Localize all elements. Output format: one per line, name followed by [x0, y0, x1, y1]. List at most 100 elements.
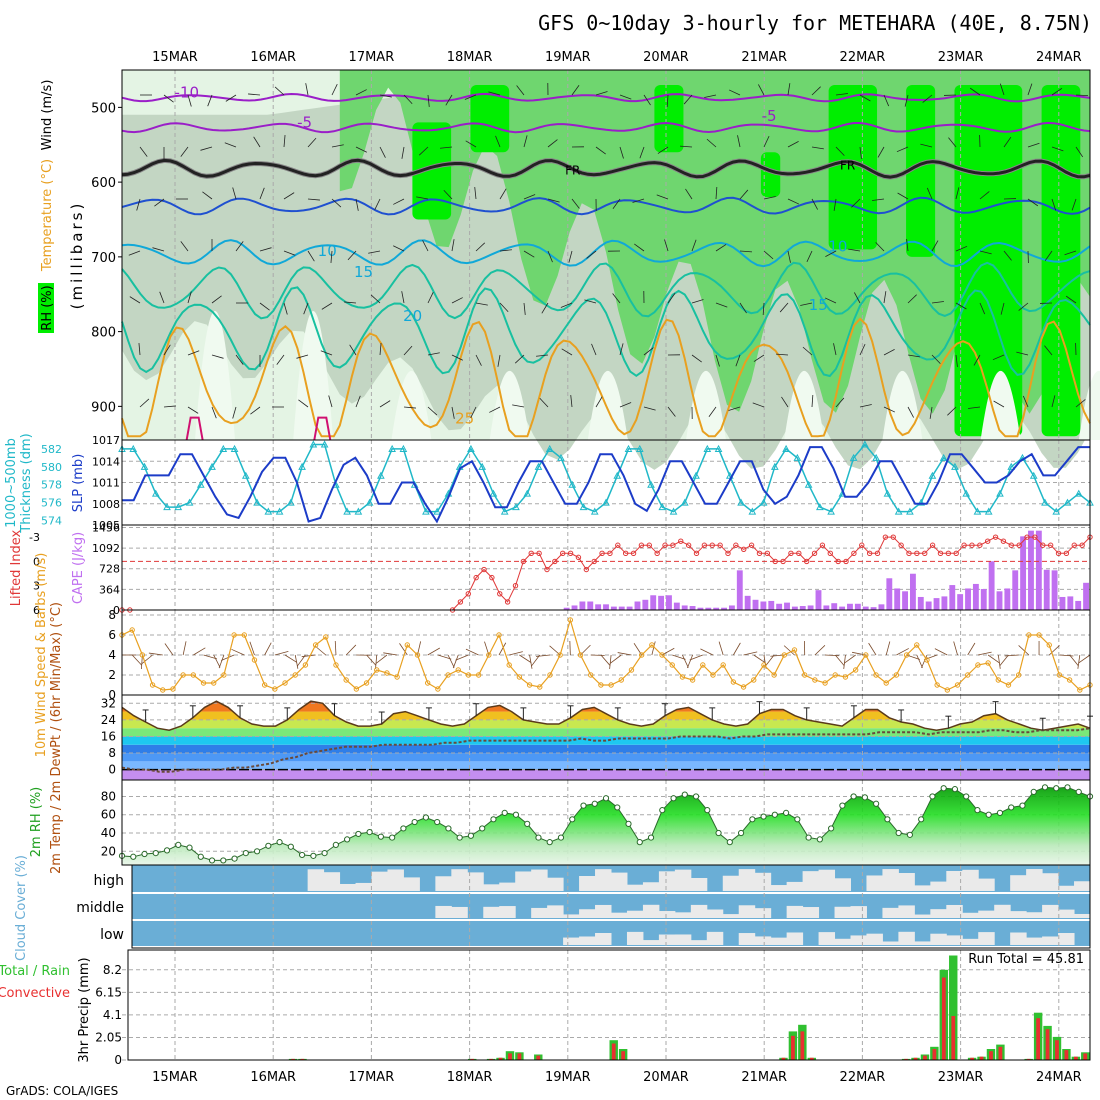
cloud-fraction-block — [1058, 909, 1075, 918]
lifted-index-point — [733, 542, 739, 548]
wind-barb — [811, 146, 824, 150]
thickness-point — [500, 507, 509, 515]
wind-speed-point — [965, 672, 971, 678]
cloud-fraction-block — [786, 932, 804, 945]
wind-barb — [274, 86, 285, 96]
cloud-fraction-block — [898, 931, 915, 945]
thickness-point — [748, 507, 757, 515]
precip-convective-bar — [941, 977, 946, 1060]
wind-barb — [835, 146, 845, 156]
rh-point — [524, 820, 531, 827]
wind-barb — [947, 406, 957, 416]
wind-barb — [907, 294, 917, 304]
rh-point — [445, 825, 452, 832]
cloud-fraction-block — [483, 884, 500, 891]
rh-point — [614, 804, 621, 811]
rh-point — [805, 834, 812, 841]
wind-barb — [691, 354, 702, 363]
contour-label: 20 — [403, 307, 422, 325]
cape-bar — [988, 561, 995, 610]
date-label-bottom: 18MAR — [447, 1070, 493, 1085]
wind-barb — [776, 353, 789, 356]
cloud-fraction-block — [754, 908, 772, 918]
cape-bar — [689, 606, 696, 610]
cloud-fraction-block — [818, 869, 836, 891]
rh-point — [659, 807, 666, 814]
thickness-point — [737, 498, 745, 506]
lifted-index-point — [654, 550, 660, 557]
wind-tick-label: 4 — [108, 648, 116, 662]
cape-bar — [870, 607, 877, 610]
wind-barb — [811, 395, 814, 408]
wind-barb — [427, 406, 438, 416]
rh-point — [1008, 804, 1015, 811]
date-label-top: 19MAR — [545, 50, 591, 65]
rh-point — [760, 813, 767, 820]
precip-convective-bar — [517, 1053, 522, 1060]
date-label-bottom: 22MAR — [840, 1070, 886, 1085]
cape-bar — [666, 595, 672, 610]
rh-axis-title: 2m RH (%) — [29, 787, 44, 858]
wind-speed-point — [475, 672, 482, 678]
precip-convective-bar — [781, 1057, 786, 1060]
wind-speed-point — [598, 682, 604, 688]
wind-tick-label: 6 — [108, 628, 116, 642]
cloud-fraction-block — [1074, 881, 1091, 891]
precip-convective-bar — [904, 1058, 908, 1060]
wind-barb — [1069, 654, 1079, 667]
wind-barb — [896, 146, 909, 153]
y-tick-label: 600 — [91, 176, 116, 191]
wind-speed-point — [730, 679, 737, 685]
rh-point — [647, 834, 655, 841]
wind-speed-point — [588, 672, 594, 678]
rh-point — [850, 793, 857, 800]
wind-barb — [303, 302, 309, 315]
wind-barb — [331, 144, 344, 148]
wind-tick-label: 8 — [108, 608, 116, 622]
wind-barb — [906, 239, 909, 252]
wind-barb — [1027, 83, 1033, 96]
rh-point — [974, 807, 981, 814]
precip-convective-bar — [809, 1057, 814, 1060]
wind-barb — [728, 89, 741, 96]
thickness-point — [770, 462, 779, 470]
wind-barb — [427, 292, 434, 304]
wind-barb — [259, 302, 270, 311]
wind-barb — [235, 354, 244, 365]
cloud-fraction-block — [786, 881, 804, 891]
wind-barb — [600, 654, 611, 666]
cloud-fraction-block — [547, 877, 564, 891]
cloud-fraction-block — [930, 881, 947, 891]
thickness-point — [219, 444, 228, 452]
thickness-point — [827, 507, 835, 515]
cape-bar — [1067, 596, 1074, 610]
wind-barb — [973, 354, 981, 366]
cape-bar — [1083, 582, 1089, 610]
wind-speed-point — [1077, 687, 1083, 693]
slp-tick-label: 1005 — [92, 519, 120, 532]
wind-barb — [851, 198, 861, 208]
wind-barb — [667, 293, 676, 304]
rh-point — [546, 839, 553, 846]
wind-speed-point — [435, 686, 441, 692]
thickness-point — [951, 462, 959, 470]
wind-barb — [968, 406, 981, 409]
cape-bar — [681, 605, 688, 610]
wind-barb — [379, 94, 392, 98]
precip-convective-bar — [1083, 1053, 1088, 1060]
rh-point — [265, 842, 272, 849]
wind-barb — [393, 198, 405, 205]
thickness-point — [1029, 471, 1038, 479]
wind-barb — [451, 354, 463, 361]
date-axis-top: 15MAR 16MAR 17MAR 18MAR 19MAR 20MAR 21MAR 22MAR… — [152, 50, 1081, 65]
wind-barb — [800, 302, 813, 306]
thickness-point — [635, 444, 644, 452]
wind-barb — [370, 294, 381, 304]
wind-speed-point — [618, 677, 624, 683]
thickness-tick-label: 578 — [41, 479, 62, 492]
rh-point — [951, 786, 959, 793]
wind-speed-point — [822, 680, 828, 686]
cloud-fraction-block — [882, 941, 899, 945]
lifted-index-point — [497, 591, 503, 597]
wind-barb — [931, 301, 944, 304]
